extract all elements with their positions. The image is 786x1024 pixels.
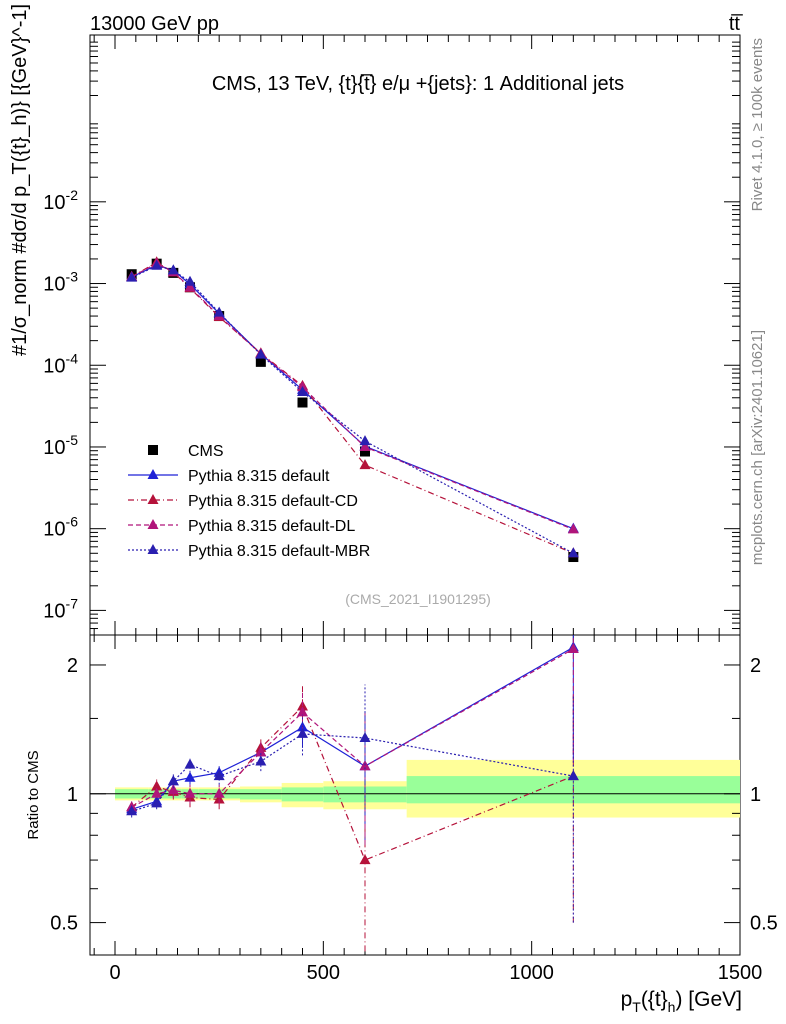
x-axis-label-sub-h: h <box>668 999 676 1015</box>
ratio-tick-label-left: 1 <box>67 784 78 806</box>
ratio-marker <box>126 805 138 816</box>
x-tick-label: 0 <box>109 962 120 984</box>
series-marker <box>126 271 138 282</box>
ratio-marker <box>184 771 196 782</box>
ratio-marker <box>184 758 196 769</box>
cms-data-point <box>297 397 308 408</box>
legend-label: Pythia 8.315 default <box>188 468 330 485</box>
ratio-marker <box>255 755 267 766</box>
ratio-marker <box>359 854 371 865</box>
legend-marker-cms <box>148 445 158 455</box>
cms-data-point <box>255 356 266 367</box>
series-line <box>131 265 574 554</box>
legend-label: Pythia 8.315 default-MBR <box>188 543 370 560</box>
series-marker <box>567 523 579 534</box>
ratio-marker <box>297 727 308 738</box>
legend-marker <box>147 494 159 504</box>
ratio-marker <box>151 797 163 808</box>
ratio-marker <box>213 787 225 798</box>
y-tick-label: 10-5 <box>43 432 78 459</box>
series-marker <box>297 386 308 397</box>
legend-label: Pythia 8.315 default-DL <box>188 518 355 535</box>
y-axis-label: #1/σ_norm #dσ/d p_T({t}_h)} [{GeV}^-1] <box>9 4 31 356</box>
legend-marker <box>147 544 159 554</box>
series-marker <box>567 547 579 558</box>
ratio-marker <box>184 787 196 798</box>
ratio-marker <box>297 706 308 717</box>
series-marker <box>213 306 225 317</box>
ratio-tick-label-right: 0.5 <box>750 913 778 935</box>
mcplots-label: mcplots.cern.ch [arXiv:2401.10621] <box>749 330 766 565</box>
ratio-marker <box>567 642 579 653</box>
series-marker <box>167 264 179 275</box>
x-axis-label-mid: ({t} <box>641 988 668 1011</box>
y-tick-label: 10-3 <box>43 269 78 296</box>
chart-watermark: (CMS_2021_I1901295) <box>345 591 491 607</box>
chart-title: CMS, 13 TeV, {t}{t̅} e/μ +{jets}: 1 Addi… <box>212 73 624 95</box>
series-marker <box>151 259 163 270</box>
ratio-marker <box>213 770 225 781</box>
y-tick-label: 10-2 <box>43 187 78 214</box>
x-axis-label: pT({t}h) [GeV] <box>621 988 742 1015</box>
series-marker <box>359 435 371 446</box>
legend-label: CMS <box>188 443 224 460</box>
ratio-band-green <box>281 787 324 802</box>
series-marker <box>359 440 371 451</box>
rivet-label: Rivet 4.1.0, ≥ 100k events <box>749 38 766 211</box>
axes: 0 500 1000 1500 10-2 10-3 10-4 10-5 10-6 10-7 2 2 1 1… <box>43 35 778 984</box>
series-marker <box>184 281 196 292</box>
y-tick-label: 10-7 <box>43 595 78 622</box>
y-tick-label: 10-6 <box>43 514 78 541</box>
series-line <box>131 264 574 530</box>
ratio-marker <box>151 787 163 798</box>
legend-marker <box>147 469 159 479</box>
ratio-series <box>126 635 579 952</box>
ratio-tick-label-right: 1 <box>750 784 761 806</box>
ratio-marker <box>359 732 371 743</box>
series-marker <box>255 348 267 359</box>
x-tick-label: 1500 <box>718 962 763 984</box>
y-tick-label: 10-4 <box>43 350 78 377</box>
legend-marker <box>147 519 159 529</box>
ratio-y-label: Ratio to CMS <box>25 750 42 839</box>
legend: CMS Pythia 8.315 default Pythia 8.315 defa… <box>128 443 370 560</box>
x-axis-label-p: p <box>621 988 633 1011</box>
series-marker <box>359 459 371 470</box>
ratio-tick-label-left: 2 <box>67 655 78 677</box>
ratio-marker <box>167 775 179 786</box>
ratio-marker <box>255 746 267 757</box>
x-tick-label: 1000 <box>509 962 554 984</box>
ratio-marker <box>151 780 163 791</box>
x-axis-label-sub-t: T <box>632 999 641 1015</box>
ratio-marker <box>567 770 579 781</box>
ratio-tick-label-right: 2 <box>750 655 761 677</box>
series-marker <box>184 275 196 286</box>
legend-label: Pythia 8.315 default-CD <box>188 493 358 510</box>
top-series <box>126 256 579 563</box>
x-axis-label-end: ) [GeV] <box>675 988 742 1011</box>
cms-data-point <box>360 446 370 457</box>
ratio-band-green <box>240 789 282 800</box>
ratio-marker <box>167 784 179 795</box>
x-tick-label: 500 <box>307 962 340 984</box>
series-line <box>131 261 574 554</box>
ratio-tick-label-left: 0.5 <box>50 913 78 935</box>
series-line <box>131 262 574 530</box>
header-left: 13000 GeV pp <box>90 13 219 35</box>
header-right: tt̅ <box>729 13 743 35</box>
